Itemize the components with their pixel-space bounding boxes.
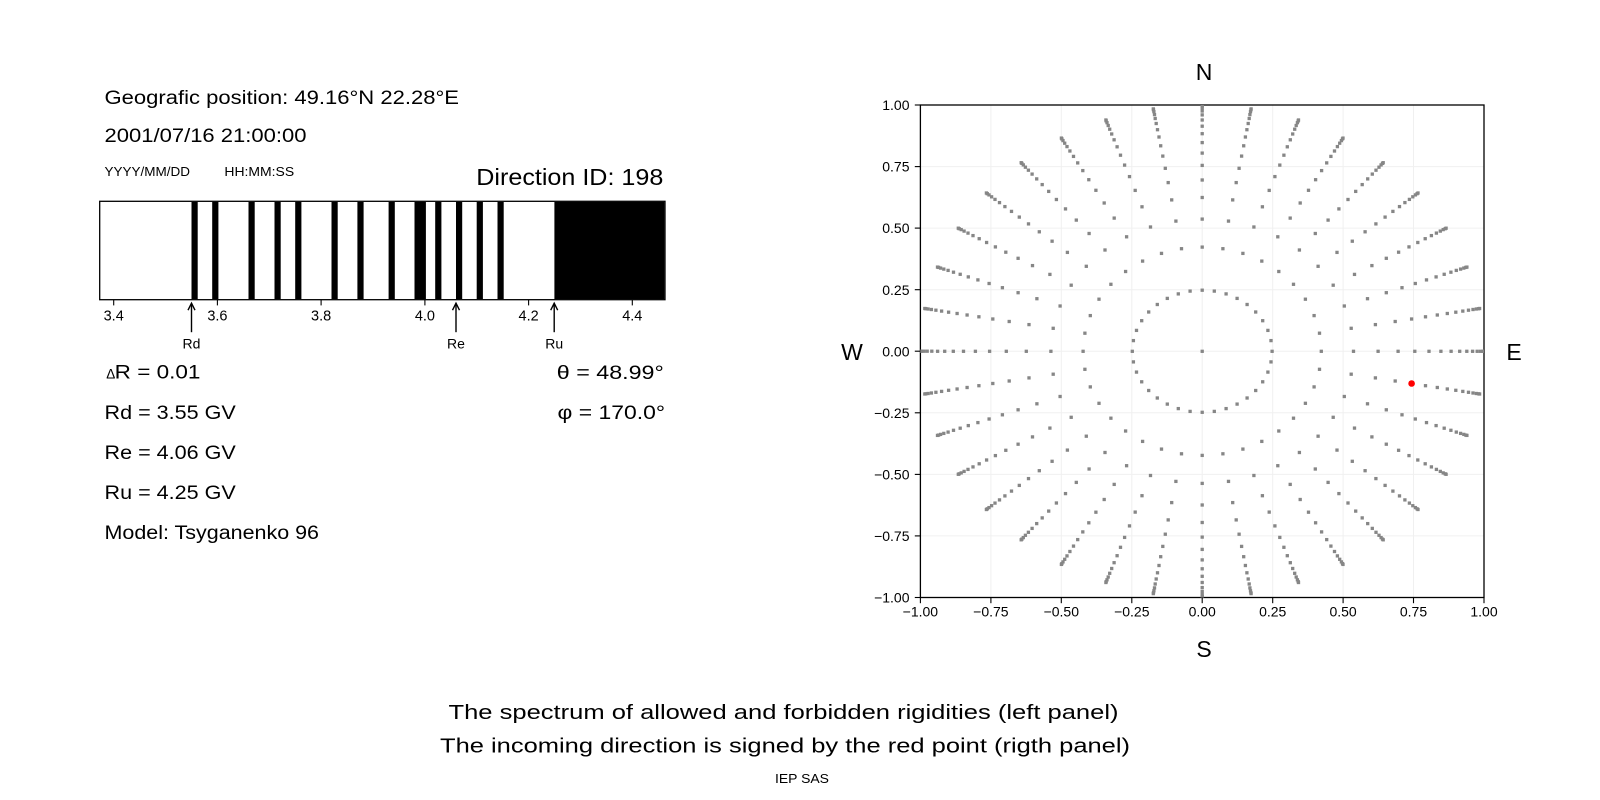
svg-text:N: N — [1196, 59, 1213, 85]
svg-text:−1.00: −1.00 — [874, 590, 910, 606]
svg-text:IEP SAS: IEP SAS — [775, 772, 829, 786]
svg-text:θ = 48.99°: θ = 48.99° — [557, 363, 664, 384]
svg-text:0.00: 0.00 — [1189, 604, 1216, 620]
svg-text:0.75: 0.75 — [1400, 604, 1427, 620]
svg-text:0.50: 0.50 — [882, 220, 909, 236]
svg-text:Model: Tsyganenko 96: Model: Tsyganenko 96 — [105, 523, 320, 544]
svg-text:3.4: 3.4 — [104, 308, 124, 324]
svg-text:Rd = 3.55 GV: Rd = 3.55 GV — [105, 403, 237, 424]
svg-text:Rd: Rd — [183, 335, 201, 351]
svg-text:0.50: 0.50 — [1329, 604, 1356, 620]
svg-text:4.0: 4.0 — [415, 308, 435, 324]
svg-text:S: S — [1196, 636, 1211, 662]
svg-text:YYYY/MM/DD: YYYY/MM/DD — [105, 164, 191, 179]
svg-text:3.8: 3.8 — [311, 308, 331, 324]
svg-text:−0.50: −0.50 — [874, 467, 910, 483]
svg-text:−0.25: −0.25 — [874, 405, 910, 421]
svg-text:Re: Re — [447, 335, 465, 351]
svg-text:0.25: 0.25 — [882, 282, 909, 298]
svg-text:−0.75: −0.75 — [874, 528, 910, 544]
svg-text:0.25: 0.25 — [1259, 604, 1286, 620]
svg-text:4.2: 4.2 — [519, 308, 539, 324]
svg-text:−0.25: −0.25 — [1114, 604, 1150, 620]
svg-text:1.00: 1.00 — [882, 97, 909, 113]
svg-text:R = 0.01: R = 0.01 — [115, 363, 201, 384]
svg-text:Ru: Ru — [545, 335, 563, 351]
svg-text:The spectrum of allowed and fo: The spectrum of allowed and forbidden ri… — [449, 702, 1119, 724]
svg-text:0.75: 0.75 — [882, 159, 909, 175]
svg-text:2001/07/16 21:00:00: 2001/07/16 21:00:00 — [105, 126, 307, 147]
svg-text:3.6: 3.6 — [207, 308, 227, 324]
svg-text:The incoming direction is sign: The incoming direction is signed by the … — [440, 736, 1130, 758]
svg-text:E: E — [1506, 339, 1521, 365]
svg-text:Ru = 4.25 GV: Ru = 4.25 GV — [105, 483, 237, 504]
svg-text:Δ: Δ — [106, 367, 115, 382]
svg-text:Direction ID: 198: Direction ID: 198 — [476, 164, 663, 190]
svg-text:HH:MM:SS: HH:MM:SS — [224, 164, 294, 179]
svg-text:Re = 4.06 GV: Re = 4.06 GV — [105, 443, 237, 464]
svg-text:−0.50: −0.50 — [1044, 604, 1080, 620]
svg-text:φ = 170.0°: φ = 170.0° — [558, 403, 666, 424]
svg-text:−1.00: −1.00 — [903, 604, 939, 620]
svg-text:W: W — [841, 339, 863, 365]
svg-text:−0.75: −0.75 — [973, 604, 1009, 620]
svg-text:0.00: 0.00 — [882, 343, 909, 359]
svg-text:Geografic position: 49.16°N 22: Geografic position: 49.16°N 22.28°E — [105, 88, 460, 109]
svg-text:4.4: 4.4 — [622, 308, 642, 324]
svg-text:1.00: 1.00 — [1470, 604, 1497, 620]
